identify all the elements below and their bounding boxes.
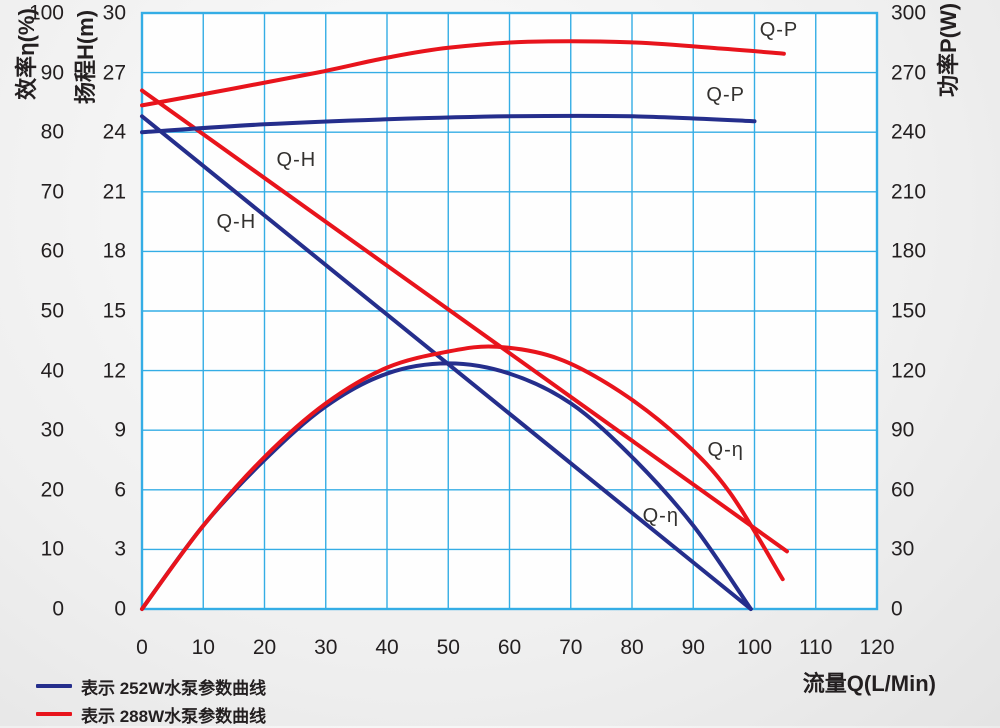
head-tick-label: 0 xyxy=(114,597,126,621)
power-tick-label: 120 xyxy=(891,359,927,383)
legend-swatch-288w xyxy=(36,712,72,716)
flow-tick-label: 0 xyxy=(136,636,148,659)
head-tick-label: 27 xyxy=(102,61,126,85)
eta-tick-label: 20 xyxy=(40,478,64,502)
curve-label-qp-288w: Q-P xyxy=(759,18,799,41)
flow-tick-label: 60 xyxy=(497,636,522,659)
flow-tick-label: 70 xyxy=(559,636,583,659)
curve-label-qeta-288w: Q-η xyxy=(707,439,744,462)
flow-tick-label: 90 xyxy=(681,636,705,659)
eta-tick-label: 10 xyxy=(40,537,64,561)
power-tick-label: 60 xyxy=(891,478,915,502)
head-axis-title: 扬程H(m) xyxy=(73,9,98,105)
head-tick-label: 18 xyxy=(102,239,126,263)
legend-swatch-252w xyxy=(36,684,72,688)
eta-tick-label: 80 xyxy=(40,120,64,144)
legend-item-252w: 表示 252W水泵参数曲线 xyxy=(36,672,266,700)
legend-item-288w: 表示 288W水泵参数曲线 xyxy=(36,700,266,728)
flow-tick-label: 30 xyxy=(314,636,338,659)
flow-tick-label: 50 xyxy=(436,636,460,659)
head-tick-label: 3 xyxy=(114,537,126,561)
eta-tick-label: 40 xyxy=(40,359,64,383)
legend-label-288w: 表示 288W水泵参数曲线 xyxy=(81,706,267,726)
curve-q-p-288w xyxy=(140,39,786,108)
eta-tick-label: 90 xyxy=(40,61,64,85)
head-tick-label: 9 xyxy=(114,418,126,442)
curve-q-288w xyxy=(140,344,785,611)
curve-label-qh-288w: Q-H xyxy=(276,149,317,171)
curve-q-h-288w xyxy=(140,88,789,554)
head-tick-label: 6 xyxy=(114,478,126,502)
flow-tick-label: 100 xyxy=(736,636,773,659)
head-tick-label: 21 xyxy=(102,180,126,204)
power-tick-label: 210 xyxy=(891,180,927,204)
flow-tick-label: 120 xyxy=(859,636,895,659)
power-tick-label: 0 xyxy=(891,597,903,621)
power-tick-label: 270 xyxy=(891,61,927,85)
eta-tick-label: 60 xyxy=(40,239,64,263)
head-tick-label: 15 xyxy=(102,299,126,323)
eta-tick-label: 100 xyxy=(28,1,64,25)
flow-tick-label: 20 xyxy=(252,636,277,659)
eta-tick-label: 70 xyxy=(40,180,64,204)
flow-tick-label: 40 xyxy=(375,636,399,659)
eta-tick-label: 30 xyxy=(40,418,64,442)
curve-q-p-252w xyxy=(140,113,757,135)
head-tick-label: 24 xyxy=(102,120,126,144)
legend: 表示 252W水泵参数曲线 表示 288W水泵参数曲线 xyxy=(36,672,266,728)
eta-tick-label: 0 xyxy=(52,597,64,621)
power-tick-label: 180 xyxy=(891,239,927,263)
curve-label-qeta-252w: Q-η xyxy=(642,505,679,528)
eta-tick-label: 50 xyxy=(40,299,64,323)
power-axis-title: 功率P(W) xyxy=(936,2,961,98)
power-tick-label: 150 xyxy=(891,299,927,323)
flow-tick-label: 80 xyxy=(620,636,644,659)
head-tick-label: 12 xyxy=(102,359,126,383)
plot-border xyxy=(140,11,879,611)
legend-label-252w: 表示 252W水泵参数曲线 xyxy=(81,678,267,698)
power-tick-label: 90 xyxy=(891,418,915,442)
power-tick-label: 300 xyxy=(891,1,927,25)
curve-label-qh-252w: Q-H xyxy=(216,210,257,233)
flow-tick-label: 110 xyxy=(799,636,833,659)
flow-tick-label: 10 xyxy=(191,636,215,659)
power-tick-label: 240 xyxy=(891,120,927,144)
curve-label-qp-252w: Q-P xyxy=(706,83,745,106)
power-tick-label: 30 xyxy=(891,537,915,561)
flow-axis-title: 流量Q(L/Min) xyxy=(802,671,936,696)
head-tick-label: 30 xyxy=(102,1,126,25)
